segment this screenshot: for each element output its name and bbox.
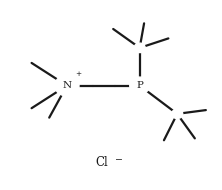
Text: N: N bbox=[62, 81, 71, 90]
Circle shape bbox=[130, 77, 150, 94]
Text: Cl: Cl bbox=[96, 156, 109, 169]
Circle shape bbox=[134, 43, 145, 53]
Text: −: − bbox=[115, 155, 123, 164]
Circle shape bbox=[55, 75, 79, 96]
Text: P: P bbox=[136, 81, 143, 90]
Text: +: + bbox=[75, 70, 81, 78]
Circle shape bbox=[172, 109, 183, 119]
